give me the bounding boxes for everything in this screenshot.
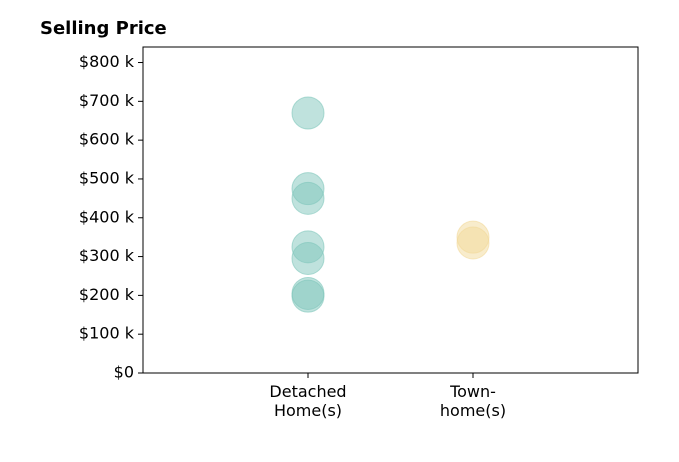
y-tick-label: $300 k — [79, 246, 135, 265]
plot-frame — [142, 46, 639, 374]
y-tick-label: $400 k — [79, 207, 135, 226]
x-tick-label: Town- home(s) — [439, 382, 507, 420]
y-tick-label: $0 — [114, 363, 134, 382]
point — [291, 242, 325, 276]
y-tick-label: $200 k — [79, 285, 135, 304]
point — [291, 96, 325, 130]
x-tick-label: Detached Home(s) — [269, 382, 347, 420]
y-tick-label: $600 k — [79, 130, 135, 149]
point — [456, 226, 490, 260]
y-tick-label: $500 k — [79, 168, 135, 187]
y-tick-label: $800 k — [79, 52, 135, 71]
y-tick-label: $100 k — [79, 324, 135, 343]
point — [291, 279, 325, 313]
y-tick-label: $700 k — [79, 91, 135, 110]
point — [291, 181, 325, 215]
chart-title: Selling Price — [40, 18, 167, 39]
